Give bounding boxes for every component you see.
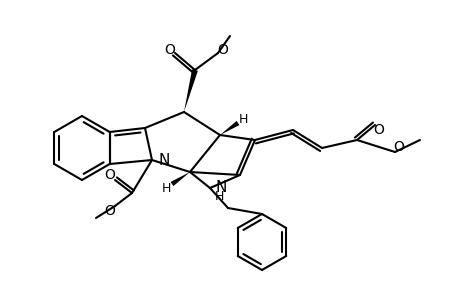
Polygon shape: [170, 172, 190, 186]
Text: N: N: [159, 152, 170, 167]
Text: O: O: [104, 168, 115, 182]
Text: O: O: [373, 123, 384, 137]
Text: O: O: [217, 43, 228, 57]
Text: O: O: [393, 140, 403, 154]
Text: O: O: [164, 43, 175, 57]
Polygon shape: [219, 121, 239, 135]
Text: O: O: [104, 204, 115, 218]
Text: N: N: [216, 181, 227, 196]
Text: H: H: [161, 182, 170, 194]
Text: H: H: [214, 190, 224, 202]
Polygon shape: [184, 69, 197, 112]
Text: H: H: [238, 112, 247, 125]
